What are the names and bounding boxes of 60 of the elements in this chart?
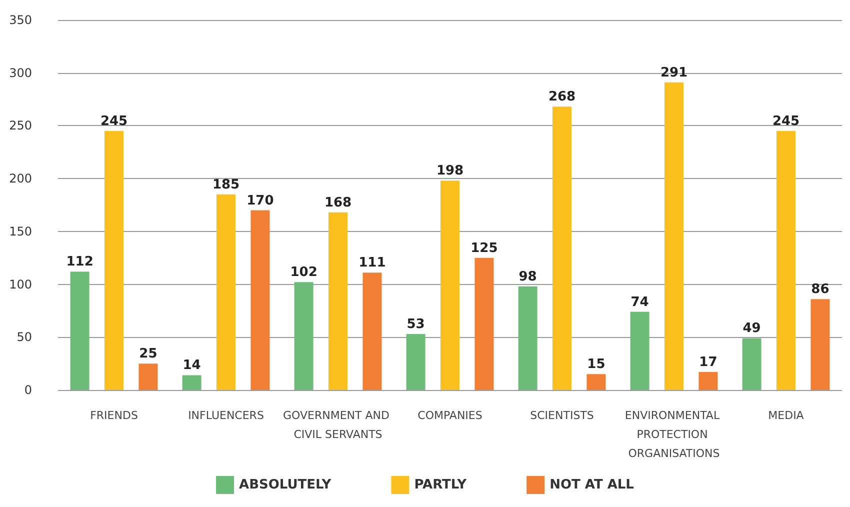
bar [630, 312, 650, 390]
data-label: 291 [660, 65, 688, 80]
data-label: 17 [699, 355, 718, 370]
bar [518, 286, 538, 390]
bar [294, 282, 314, 390]
y-tick-label: 250 [9, 118, 32, 133]
bar [698, 372, 718, 390]
bar [664, 82, 684, 390]
data-label: 185 [212, 177, 240, 192]
data-label: 86 [811, 282, 830, 298]
data-label: 15 [587, 357, 606, 372]
x-tick-label: COMPANIES [418, 409, 482, 422]
data-label: 245 [100, 114, 128, 129]
bar [474, 258, 494, 390]
y-tick-label: 0 [24, 383, 32, 397]
bar [440, 180, 460, 390]
data-label: 25 [139, 346, 158, 362]
data-label: 198 [436, 164, 464, 179]
data-label: 125 [470, 240, 498, 256]
bar [362, 272, 382, 390]
bar [586, 374, 606, 390]
bar [182, 375, 202, 390]
data-label: 112 [66, 254, 94, 270]
data-label: 98 [518, 269, 537, 284]
bar [328, 212, 348, 390]
bar [406, 334, 426, 390]
data-label: 268 [548, 90, 576, 105]
y-tick-label: 150 [9, 224, 32, 238]
legend-label: NOT AT ALL [550, 478, 634, 492]
bar [552, 106, 572, 390]
bar [250, 210, 270, 390]
bar [742, 338, 762, 390]
x-tick-label: ENVIRONMENTAL PROTECTION ORGANISATIONS [624, 409, 724, 460]
bar [776, 131, 796, 390]
y-tick-label: 200 [9, 172, 32, 186]
data-label: 74 [630, 294, 649, 310]
legend-label: ABSOLUTELY [239, 478, 332, 492]
y-tick-label: 300 [9, 66, 32, 80]
data-label: 53 [406, 316, 425, 332]
x-tick-label: GOVERNMENT AND CIVIL SERVANTS [283, 409, 393, 441]
data-label: 102 [290, 265, 318, 280]
bar [810, 299, 830, 390]
data-label: 170 [246, 193, 274, 208]
data-label: 245 [772, 114, 800, 129]
data-label: 49 [742, 321, 761, 336]
legend-label: PARTLY [414, 478, 468, 492]
x-tick-label: FRIENDS [90, 409, 138, 422]
x-tick-label: MEDIA [768, 409, 804, 422]
y-tick-label: 350 [9, 13, 32, 27]
y-tick-label: 50 [16, 330, 32, 344]
bar [138, 364, 158, 390]
x-tick-label: SCIENTISTS [530, 409, 594, 422]
bar [70, 272, 90, 390]
y-tick-label: 100 [9, 277, 32, 292]
data-label: 14 [182, 358, 201, 374]
bar [104, 131, 124, 390]
data-label: 168 [324, 195, 352, 210]
x-tick-label: INFLUENCERS [188, 409, 264, 422]
data-label: 111 [358, 256, 386, 271]
bar [216, 194, 236, 390]
